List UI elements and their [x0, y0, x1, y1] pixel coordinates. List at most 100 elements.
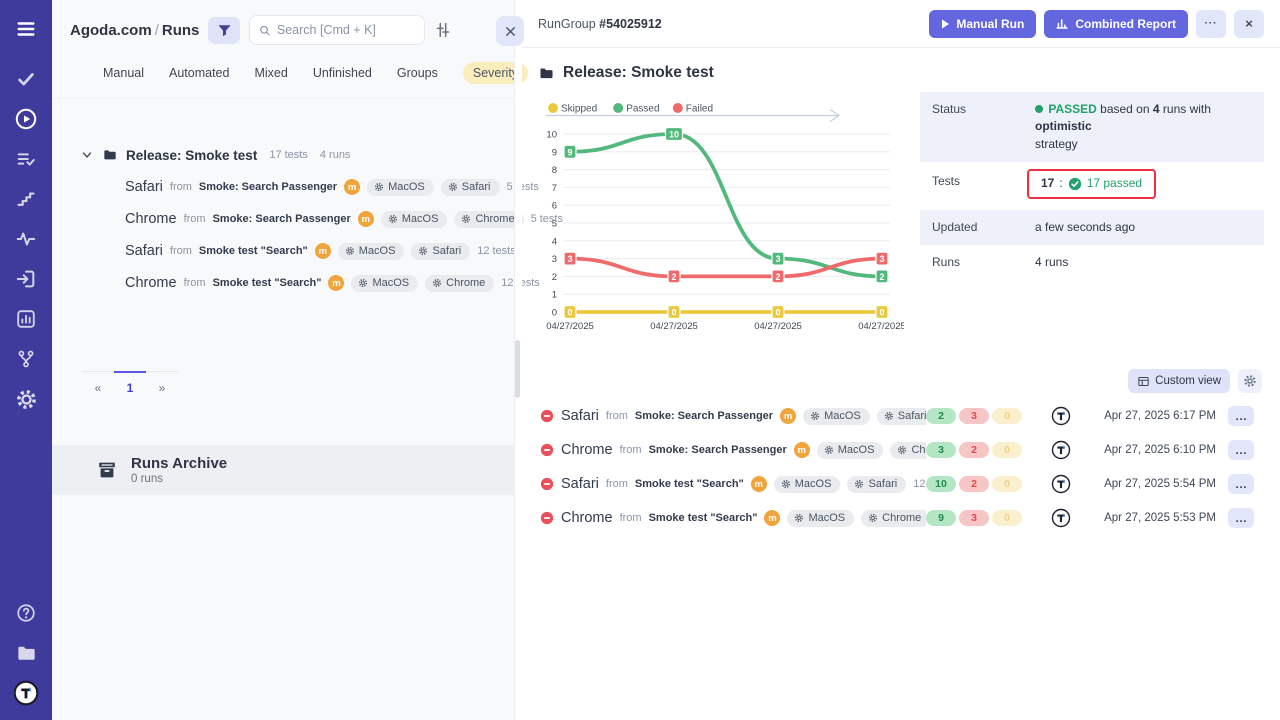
tree-run-row[interactable]: Chrome from Smoke test "Search" m MacOS …	[52, 267, 540, 299]
rungroup-header: RunGroup #54025912 Manual Run Combined R…	[522, 0, 1280, 48]
tab-groups[interactable]: Groups	[396, 66, 438, 80]
run-stats: 3 2 0	[926, 442, 1024, 458]
run-source: Smoke: Search Passenger	[198, 181, 338, 193]
tasks-check-icon[interactable]	[13, 66, 39, 92]
svg-text:5: 5	[552, 219, 557, 230]
svg-text:0: 0	[879, 308, 884, 318]
bar-chart-icon	[1056, 19, 1069, 29]
skipped-count-badge: 0	[992, 442, 1022, 458]
search-input[interactable]	[276, 23, 415, 37]
tab-mixed[interactable]: Mixed	[254, 66, 288, 80]
custom-view-button[interactable]: Custom view	[1128, 369, 1230, 393]
run-title[interactable]: Chrome	[561, 442, 613, 458]
gear-icon	[869, 513, 878, 523]
view-settings-button[interactable]	[1238, 369, 1262, 393]
run-title[interactable]: Safari	[125, 179, 163, 195]
combined-report-button[interactable]: Combined Report	[1044, 9, 1188, 38]
manual-badge: m	[314, 243, 331, 259]
run-row[interactable]: Chrome from Smoke test "Search" m MacOS …	[538, 501, 1264, 535]
status-label: Status	[932, 102, 967, 116]
failed-status-icon	[540, 477, 554, 491]
svg-text:0: 0	[671, 308, 676, 318]
run-menu-button[interactable]: …	[1228, 406, 1254, 426]
svg-text:9: 9	[567, 147, 572, 157]
run-group-title[interactable]: Release: Smoke test	[126, 147, 258, 163]
tree-run-row[interactable]: Safari from Smoke test "Search" m MacOS …	[52, 235, 516, 267]
env-pill-os: MacOS	[337, 242, 405, 260]
steps-icon[interactable]	[13, 186, 39, 212]
run-title[interactable]: Chrome	[561, 510, 613, 526]
reporter-logo	[1024, 440, 1098, 460]
passed-count-badge: 10	[926, 476, 956, 492]
close-rungroup-button[interactable]: ×	[1234, 9, 1264, 38]
summary-table: Status PASSED based on 4 runs with optim…	[920, 92, 1264, 280]
svg-text:6: 6	[552, 201, 557, 212]
env-pill-os: MacOS	[816, 441, 884, 459]
env-pill-browser: Chrome	[861, 509, 926, 527]
menu-icon[interactable]	[13, 16, 39, 42]
pagination-page-1[interactable]: 1	[114, 371, 146, 395]
import-icon[interactable]	[13, 266, 39, 292]
env-pill-os: MacOS	[351, 274, 419, 292]
runs-play-icon[interactable]	[13, 106, 39, 132]
runs-panel: Agoda.com/Runs Manual Automated Mixed Un…	[52, 0, 563, 720]
testomat-logo-icon	[1051, 474, 1071, 494]
search-box[interactable]	[249, 15, 425, 45]
adjustments-icon[interactable]	[434, 21, 452, 39]
branch-icon[interactable]	[13, 346, 39, 372]
pagination-prev[interactable]: «	[82, 371, 114, 395]
run-title[interactable]: Chrome	[125, 211, 177, 227]
run-row[interactable]: Safari from Smoke: Search Passenger m Ma…	[538, 399, 1264, 433]
run-menu-button[interactable]: …	[1228, 508, 1254, 528]
run-title[interactable]: Safari	[561, 408, 599, 424]
run-menu-button[interactable]: …	[1228, 440, 1254, 460]
status-value: PASSED based on 4 runs with optimistic s…	[1035, 102, 1211, 151]
chevron-down-icon[interactable]	[80, 148, 94, 162]
tests-highlight-box: 17 : 17 passed	[1027, 169, 1157, 199]
run-date: Apr 27, 2025 6:17 PM	[1104, 410, 1216, 422]
tab-manual[interactable]: Manual	[103, 66, 144, 80]
failed-count-badge: 2	[959, 476, 989, 492]
manual-badge: m	[357, 211, 374, 227]
projects-folder-icon[interactable]	[13, 640, 39, 666]
breadcrumb-project[interactable]: Agoda.com	[70, 21, 152, 39]
tab-automated[interactable]: Automated	[169, 66, 230, 80]
testomat-logo-icon	[1051, 508, 1071, 528]
run-row[interactable]: Safari from Smoke test "Search" m MacOS …	[538, 467, 1264, 501]
archive-icon	[99, 462, 115, 478]
tab-severity[interactable]: Severity	[462, 62, 529, 84]
run-menu-button[interactable]: …	[1228, 474, 1254, 494]
manual-run-button[interactable]: Manual Run	[929, 9, 1037, 38]
panel-resize-handle[interactable]	[515, 340, 520, 398]
archive-title: Runs Archive	[131, 455, 228, 472]
panel-close-button[interactable]	[496, 16, 524, 46]
more-options-button[interactable]: ···	[1196, 9, 1226, 38]
tree-run-row[interactable]: Safari from Smoke: Search Passenger m Ma…	[52, 171, 539, 203]
tree-run-row[interactable]: Chrome from Smoke: Search Passenger m Ma…	[52, 203, 563, 235]
filter-button[interactable]	[208, 16, 241, 44]
test-list-icon[interactable]	[13, 146, 39, 172]
run-row[interactable]: Chrome from Smoke: Search Passenger m Ma…	[538, 433, 1264, 467]
summary-row-updated: Updated a few seconds ago	[920, 209, 1264, 245]
breadcrumb-page[interactable]: Runs	[161, 21, 200, 39]
tab-unfinished[interactable]: Unfinished	[312, 66, 372, 80]
app-logo[interactable]	[13, 680, 39, 706]
analytics-icon[interactable]	[13, 306, 39, 332]
gear-icon	[359, 278, 368, 288]
run-title[interactable]: Safari	[125, 243, 163, 259]
testomat-logo-icon	[1051, 440, 1071, 460]
run-group-row[interactable]: Release: Smoke test 17 tests 4 runs	[52, 139, 514, 171]
help-icon[interactable]	[13, 600, 39, 626]
pulse-icon[interactable]	[13, 226, 39, 252]
env-pill-browser: Safari	[440, 178, 500, 196]
pagination-next[interactable]: »	[146, 371, 178, 395]
run-title[interactable]: Safari	[561, 476, 599, 492]
run-title[interactable]: Chrome	[125, 275, 177, 291]
settings-gear-icon[interactable]	[13, 386, 39, 412]
rungroup-panel: RunGroup #54025912 Manual Run Combined R…	[522, 0, 1280, 720]
run-date: Apr 27, 2025 6:10 PM	[1104, 444, 1216, 456]
env-pill-os: MacOS	[803, 407, 870, 425]
svg-text:9: 9	[552, 147, 557, 158]
runs-archive[interactable]: Runs Archive 0 runs	[52, 445, 514, 495]
run-tests-count: 5 tests	[530, 213, 563, 225]
